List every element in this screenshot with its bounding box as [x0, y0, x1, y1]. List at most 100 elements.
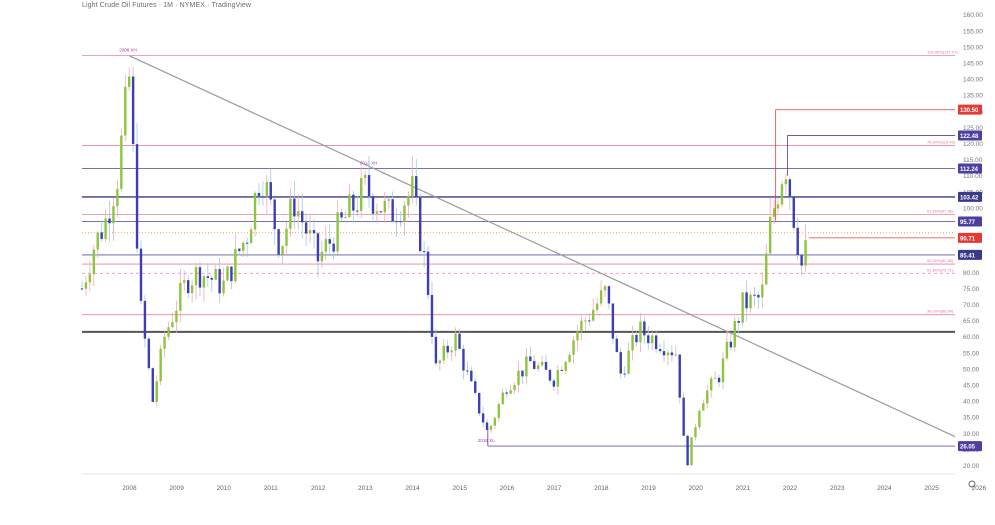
- price-tag: [958, 441, 982, 452]
- candle-body: [407, 195, 410, 206]
- candle-body: [352, 194, 355, 211]
- fib-level-label: 100.00%(147.27): [927, 50, 958, 55]
- candle-body: [289, 198, 292, 229]
- price-tag: [958, 216, 982, 227]
- candle-body: [525, 356, 528, 377]
- y-tick-label: 60.00: [963, 334, 980, 341]
- candle-body: [690, 437, 693, 466]
- candle-body: [536, 365, 540, 369]
- y-tick-label: 115.00: [963, 157, 983, 164]
- candle-body: [116, 188, 119, 207]
- candle-body: [745, 292, 748, 309]
- y-tick-label: 150.00: [963, 44, 983, 51]
- candle-body: [194, 267, 198, 286]
- candle-body: [80, 288, 84, 290]
- y-tick-label: 100.00: [963, 205, 983, 212]
- candle-body: [584, 320, 587, 322]
- candle-body: [721, 358, 725, 383]
- fib-level-label: 38.20%(66.84): [927, 309, 954, 314]
- candle-body: [709, 378, 713, 391]
- candle-body: [238, 248, 241, 252]
- price-tag-label: 103.42: [960, 195, 979, 201]
- candle-body: [643, 321, 646, 336]
- candle-body: [273, 199, 276, 230]
- x-tick-label: 2025: [924, 485, 939, 492]
- y-tick-label: 120.00: [963, 141, 983, 148]
- candle-body: [702, 403, 705, 411]
- candle-body: [143, 300, 147, 339]
- candle-body: [360, 178, 363, 211]
- y-tick-label: 40.00: [963, 399, 980, 406]
- y-tick-label: 125.00: [963, 125, 983, 132]
- candle-body: [533, 361, 536, 369]
- candle-body: [686, 435, 689, 466]
- candle-body: [780, 184, 784, 205]
- annotation-label: 2016 XL: [478, 438, 495, 443]
- candle-body: [694, 427, 697, 438]
- candle-body: [312, 230, 316, 234]
- candle-body: [580, 320, 583, 332]
- candle-body: [411, 176, 414, 196]
- price-tag-label: 85.41: [960, 253, 976, 259]
- candle-body: [517, 370, 520, 386]
- candle-body: [768, 216, 772, 254]
- candle-body: [603, 286, 607, 291]
- candle-body: [108, 218, 111, 224]
- candle-body: [348, 194, 351, 218]
- candle-body: [623, 373, 626, 375]
- candle-body: [379, 211, 383, 213]
- candle-body: [678, 354, 681, 398]
- candle-body: [249, 229, 253, 244]
- x-tick-label: 2021: [736, 485, 751, 492]
- candle-body: [564, 361, 567, 371]
- candle-body: [662, 351, 666, 356]
- candle-body: [761, 284, 764, 298]
- candle-body: [458, 333, 461, 349]
- candle-body: [765, 253, 768, 285]
- candle-body: [336, 212, 339, 252]
- candle-body: [784, 179, 788, 185]
- price-tag: [958, 130, 982, 141]
- x-tick-label: 2023: [830, 485, 845, 492]
- candle-body: [647, 335, 650, 344]
- candle-body: [501, 392, 504, 405]
- candle-body: [387, 199, 390, 201]
- candle-body: [206, 276, 210, 278]
- x-tick-label: 2008: [122, 485, 137, 492]
- candle-body: [592, 309, 595, 321]
- candle-body: [261, 196, 265, 198]
- price-tag-label: 90.71: [960, 236, 976, 242]
- candle-body: [198, 267, 202, 288]
- y-tick-label: 50.00: [963, 366, 980, 373]
- candle-body: [186, 280, 190, 294]
- candle-body: [242, 242, 245, 252]
- y-tick-label: 140.00: [963, 77, 983, 84]
- price-tag-label: 112.24: [960, 167, 979, 173]
- candle-body: [218, 269, 221, 294]
- candle-body: [155, 381, 158, 402]
- y-tick-label: 110.00: [963, 173, 983, 180]
- y-tick-label: 75.00: [963, 286, 980, 293]
- candle-body: [297, 211, 300, 217]
- fib-level-label: 61.80%(79.71): [927, 267, 954, 272]
- candle-body: [277, 229, 280, 255]
- candle-body: [328, 239, 331, 244]
- candle-body: [682, 397, 685, 436]
- price-tag: [958, 232, 982, 243]
- candle-body: [513, 385, 516, 391]
- candle-body: [670, 352, 674, 356]
- candle-body: [367, 175, 371, 197]
- candle-body: [163, 336, 166, 349]
- candle-body: [265, 182, 269, 197]
- candle-body: [493, 417, 497, 426]
- candle-body: [375, 211, 379, 214]
- candle-body: [544, 361, 548, 370]
- candle-body: [725, 341, 729, 359]
- candle-body: [383, 200, 386, 213]
- candle-body: [202, 276, 206, 288]
- candle-body: [454, 333, 457, 351]
- candle-body: [757, 294, 760, 298]
- y-tick-label: 160.00: [963, 12, 983, 19]
